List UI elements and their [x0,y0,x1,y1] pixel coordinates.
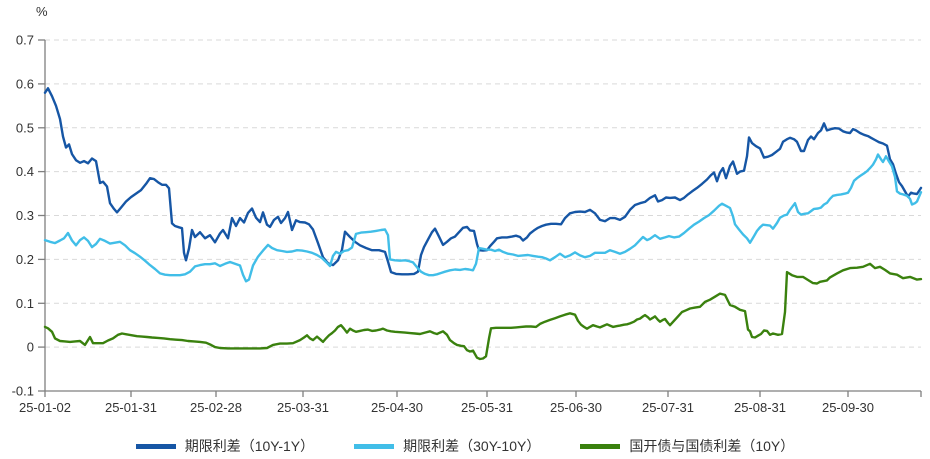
legend-label: 期限利差（10Y-1Y） [184,438,315,454]
y-axis-tick-label: 0.1 [16,296,34,311]
y-axis-tick-label: 0.5 [16,120,34,135]
series-line-2 [43,262,923,361]
chart-legend: 期限利差（10Y-1Y） 期限利差（30Y-10Y） 国开债与国债利差（10Y） [0,436,930,456]
y-axis-tick-label: 0.4 [16,164,34,179]
x-axis-tick-label: 25-08-31 [734,400,786,415]
legend-label: 期限利差（30Y-10Y） [403,438,541,454]
legend-swatch-cyan [354,443,395,449]
x-axis-tick-label: 25-04-30 [371,400,423,415]
x-axis-tick-label: 25-09-30 [822,400,874,415]
x-axis-tick-label: 25-01-31 [105,400,157,415]
x-axis-tick-label: 25-01-02 [19,400,71,415]
x-axis-tick-label: 25-06-30 [550,400,602,415]
y-axis-tick-label: 0.2 [16,252,34,267]
legend-label: 国开债与国债利差（10Y） [629,438,795,454]
legend-swatch-dark-blue [135,443,176,449]
legend-item-term-spread-10y-1y: 期限利差（10Y-1Y） [135,436,315,456]
legend-item-term-spread-30y-10y: 期限利差（30Y-10Y） [354,436,540,456]
x-axis-tick-label: 25-02-28 [190,400,242,415]
y-axis-tick-label: 0.3 [16,208,34,223]
legend-swatch-green [580,443,621,449]
y-axis-tick-label: 0 [27,340,34,355]
y-axis-tick-label: 0.7 [16,33,34,48]
y-axis-tick-label: 0.6 [16,76,34,91]
series-line-0 [43,87,923,276]
x-axis-tick-label: 25-05-31 [461,400,513,415]
x-axis-tick-label: 25-07-31 [642,400,694,415]
y-axis-tick-label: -0.1 [12,384,34,399]
x-axis-tick-label: 25-03-31 [277,400,329,415]
legend-item-cdb-treasury-spread-10y: 国开债与国债利差（10Y） [580,436,794,456]
y-axis-unit-label: % [36,4,48,19]
series-line-1 [43,153,923,283]
